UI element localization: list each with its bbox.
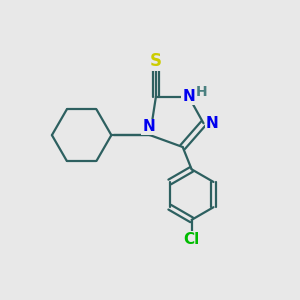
Text: N: N bbox=[206, 116, 218, 131]
Text: S: S bbox=[150, 52, 162, 70]
Text: N: N bbox=[142, 119, 155, 134]
Text: H: H bbox=[196, 85, 208, 99]
Text: N: N bbox=[182, 89, 195, 104]
Text: Cl: Cl bbox=[184, 232, 200, 247]
